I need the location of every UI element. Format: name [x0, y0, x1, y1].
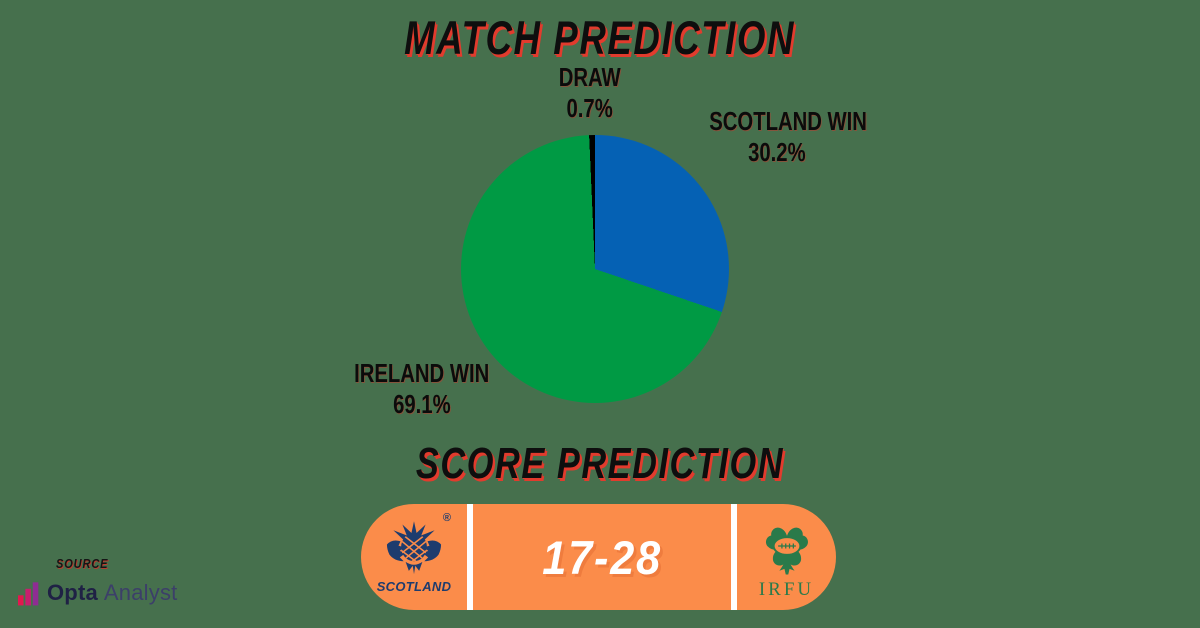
- banner-divider-right: [731, 504, 737, 610]
- source-block: SOURCE Opta Analyst: [18, 556, 177, 606]
- brand-opta: Opta: [47, 580, 98, 605]
- score-prediction-title-text: SCORE PREDICTION: [415, 439, 785, 488]
- pie-label-scotland-win: SCOTLAND WIN 30.2%: [687, 106, 867, 168]
- ireland-win-label: IRELAND WIN: [354, 358, 490, 388]
- irfu-team-name: IRFU: [758, 579, 815, 600]
- draw-label: DRAW: [559, 62, 621, 92]
- irfu-team-block: IRFU: [737, 504, 836, 610]
- score-banner: ® SCOTLAND: [361, 504, 836, 610]
- predicted-score: 17-28: [542, 530, 662, 584]
- source-label: SOURCE: [56, 556, 109, 571]
- opta-analyst-brand: Opta Analyst: [18, 579, 177, 606]
- scotland-team-block: ® SCOTLAND: [361, 504, 467, 610]
- scotland-thistle-logo: [386, 521, 442, 575]
- brand-analyst: Analyst: [103, 580, 178, 605]
- match-prediction-title: MATCH PREDICTION: [0, 14, 1200, 61]
- draw-percentage: 0.7%: [566, 93, 614, 123]
- ireland-win-percentage: 69.1%: [393, 389, 451, 419]
- match-prediction-title-text: MATCH PREDICTION: [404, 11, 796, 64]
- score-cell: 17-28: [473, 504, 731, 610]
- scotland-win-percentage: 30.2%: [748, 137, 806, 167]
- opta-barchart-icon: [18, 582, 39, 606]
- scotland-team-name: SCOTLAND: [376, 579, 452, 594]
- irfu-shamrock-logo: [763, 527, 810, 575]
- pie-chart: [461, 135, 729, 403]
- score-prediction-title: SCORE PREDICTION: [0, 442, 1200, 486]
- banner-divider-left: [467, 504, 473, 610]
- scotland-win-label: SCOTLAND WIN: [709, 106, 867, 136]
- pie-label-ireland-win: IRELAND WIN 69.1%: [332, 358, 512, 420]
- registered-trademark: ®: [442, 512, 451, 524]
- pie-label-draw: DRAW 0.7%: [500, 62, 680, 124]
